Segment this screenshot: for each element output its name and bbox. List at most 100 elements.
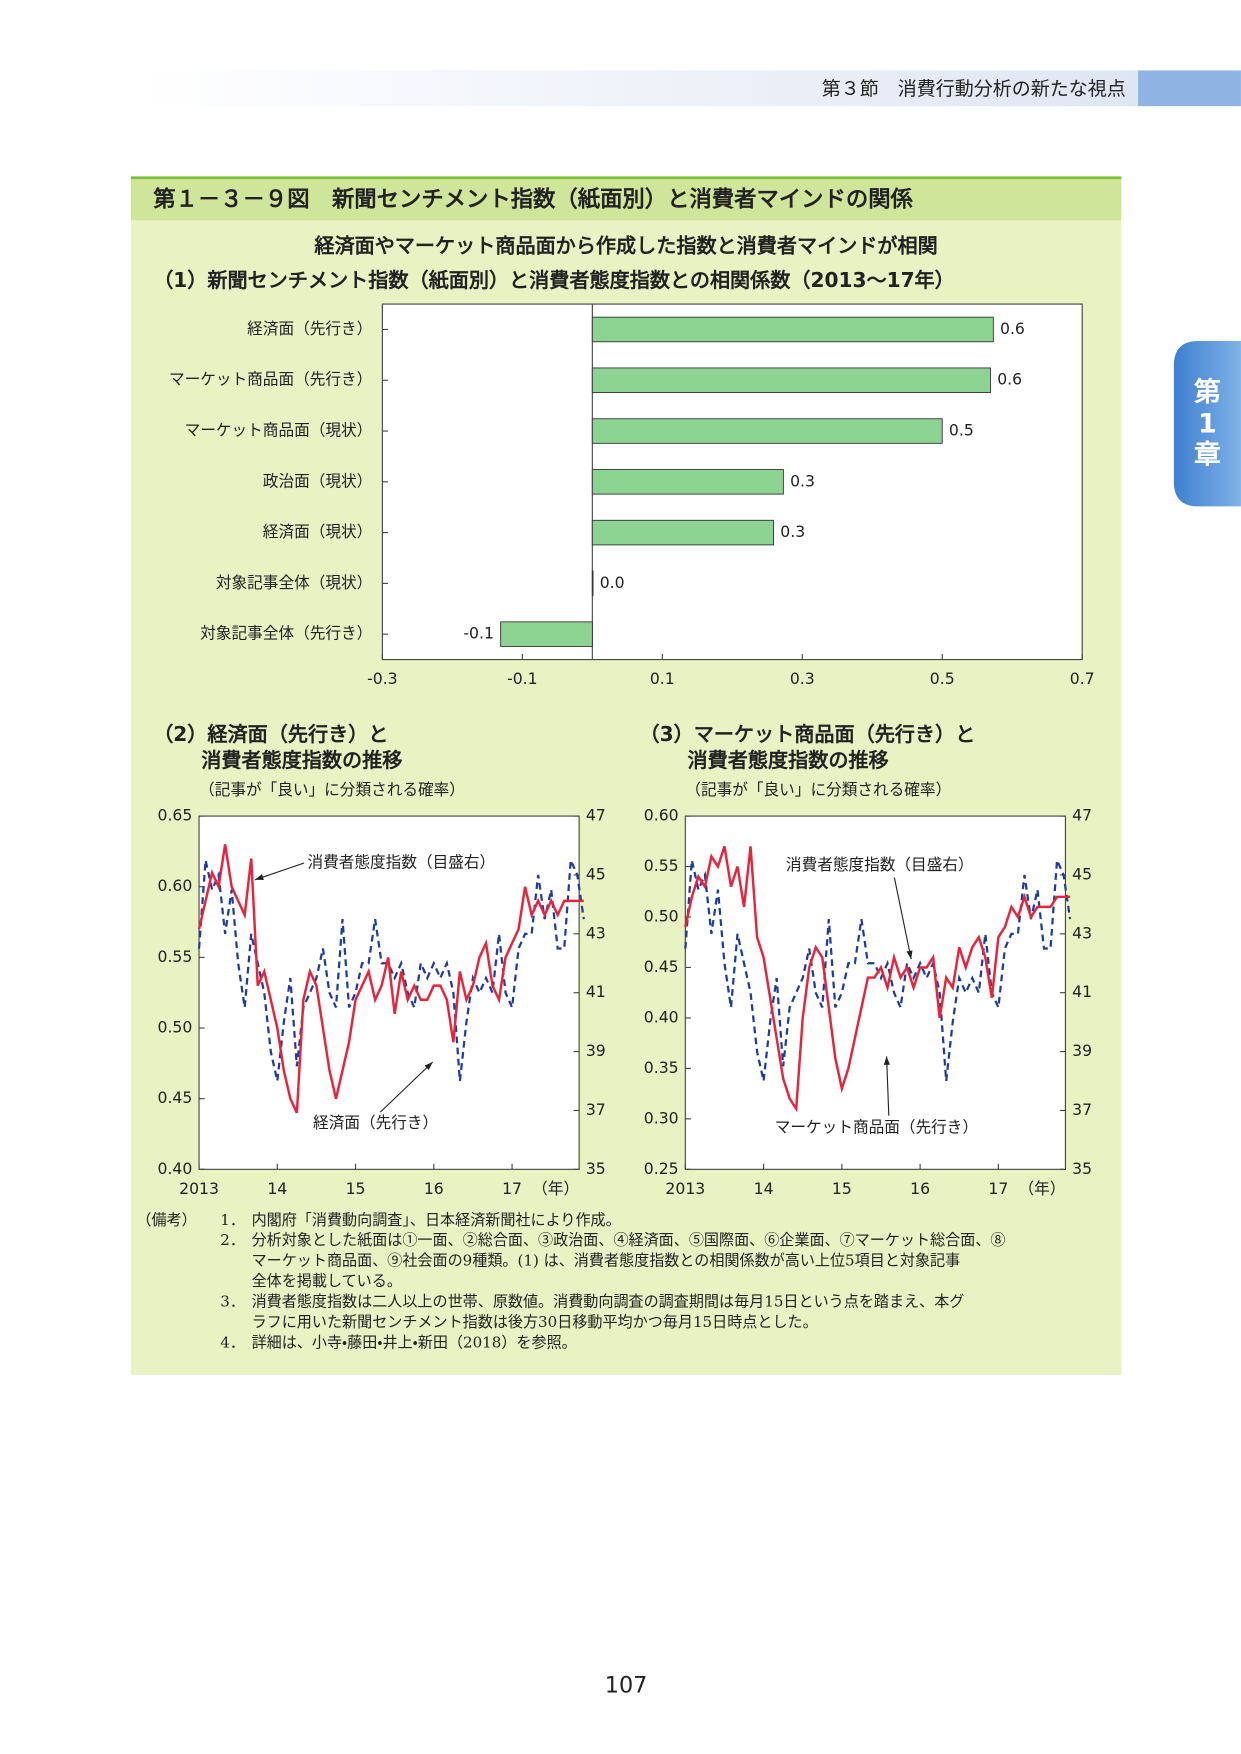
y-tick-label: 0.50 (158, 1018, 193, 1037)
y-tick-label: 0.25 (644, 1159, 679, 1178)
y2-tick-label: 43 (586, 923, 606, 942)
series-line (197, 844, 584, 1114)
note-line: ラフに用いた新聞センチメント指数は後方30日移動平均かつ毎月15日時点とした。 (252, 1313, 818, 1331)
note-number: 3． (220, 1293, 245, 1311)
y2-tick-label: 35 (1072, 1159, 1092, 1178)
data-label: 0.0 (600, 573, 625, 592)
note-number: 2． (220, 1231, 245, 1249)
y-tick-label: 0.60 (158, 876, 193, 895)
y-tick-label: 0.40 (158, 1159, 193, 1178)
y-tick-label: 0.45 (644, 957, 679, 976)
y-tick-label: 0.65 (158, 806, 193, 825)
data-label: 0.5 (949, 421, 974, 440)
x-tick-label: 17 (988, 1179, 1008, 1198)
annotation-arrowhead (424, 1062, 433, 1071)
annotation-arrow (893, 877, 912, 960)
data-label: 0.3 (790, 471, 815, 490)
x-tick-label: 14 (754, 1179, 774, 1198)
note-number: 1． (220, 1211, 245, 1229)
series-label: 消費者態度指数（目盛右） (786, 855, 974, 874)
data-label: 0.6 (1000, 319, 1025, 338)
y2-tick-label: 37 (1072, 1100, 1092, 1119)
data-label: 0.3 (780, 522, 805, 541)
y-tick-label: 対象記事全体（現状） (216, 573, 372, 592)
y-tick-label: 0.40 (644, 1007, 679, 1026)
data-label: 0.6 (997, 370, 1022, 389)
side-tab (1173, 340, 1241, 507)
plot-area (198, 815, 580, 1170)
x-tick-label: 0.7 (1070, 669, 1095, 688)
annotation-arrowhead (906, 950, 913, 960)
y2-tick-label: 47 (1072, 806, 1092, 825)
page-number: 107 (605, 1672, 648, 1698)
side-tab-text: 章 (1194, 440, 1221, 471)
y2-tick-label: 39 (1072, 1041, 1092, 1060)
annotation-arrow (254, 862, 305, 881)
x-tick-label: -0.1 (507, 669, 538, 688)
figure-title-band (130, 178, 1122, 221)
series-label: 経済面（先行き） (313, 1113, 438, 1132)
series-label: 消費者態度指数（目盛右） (307, 853, 495, 872)
figure-subtitle: 経済面やマーケット商品面から作成した指数と消費者マインドが相関 (313, 234, 937, 258)
figure-title: 第１－３－９図 新聞センチメント指数（紙面別）と消費者マインドの関係 (153, 186, 913, 213)
y-tick-label: 0.55 (644, 856, 679, 875)
x-tick-label: 2013 (179, 1179, 219, 1198)
bar (591, 519, 775, 546)
bar (591, 570, 594, 597)
annotation-arrowhead (254, 874, 264, 880)
notes: （備考） 1． 内閣府「消費動向調査」、日本経済新聞社により作成。 2． 分析対象とした… (136, 1211, 1005, 1352)
note-line: 分析対象とした紙面は①一面、②総合面、③政治面、④経済面、⑤国際面、⑥企業面、⑦… (252, 1231, 1006, 1249)
series-label: マーケット商品面（先行き） (775, 1117, 978, 1136)
y-tick-label: 0.50 (644, 907, 679, 926)
bar (591, 316, 994, 343)
x-axis-label: （年） (1018, 1179, 1065, 1198)
y2-tick-label: 41 (1072, 982, 1092, 1001)
header-band (134, 70, 1139, 107)
y-tick-label: 0.30 (644, 1108, 679, 1127)
x-tick-label: 15 (346, 1179, 366, 1198)
annotation-arrowhead (883, 1056, 890, 1065)
x-tick-label: 14 (267, 1179, 287, 1198)
note-number: 4． (220, 1334, 245, 1352)
x-tick-label: 16 (424, 1179, 444, 1198)
chart-title: 消費者態度指数の推移 (201, 748, 402, 772)
y-tick-label: マーケット商品面（現状） (185, 421, 373, 440)
y-tick-label: マーケット商品面（先行き） (169, 370, 372, 389)
chart-title: 消費者態度指数の推移 (688, 748, 889, 772)
y2-tick-label: 39 (586, 1041, 606, 1060)
bar (591, 367, 991, 393)
y2-tick-label: 47 (586, 806, 606, 825)
annotation-arrow (886, 1056, 890, 1116)
bar (500, 621, 593, 647)
y-tick-label: 0.55 (158, 947, 193, 966)
note-line: マーケット商品面、⑨社会面の9種類。(1) は、消費者態度指数との相関係数が高い… (252, 1252, 961, 1270)
chart-title: （2）経済面（先行き）と (153, 722, 388, 746)
annotation-arrow (379, 1061, 434, 1113)
note-line: 内閣府「消費動向調査」、日本経済新聞社により作成。 (252, 1211, 621, 1229)
y2-tick-label: 45 (1072, 864, 1092, 883)
y2-tick-label: 43 (1072, 923, 1092, 942)
x-tick-label: 15 (832, 1179, 852, 1198)
notes-label: （備考） (136, 1211, 196, 1229)
y-tick-label: 経済面（先行き） (247, 319, 372, 338)
bar (591, 469, 784, 495)
x-axis-label: （年） (532, 1179, 579, 1198)
y2-tick-label: 45 (586, 864, 606, 883)
y-tick-label: 0.60 (644, 806, 679, 825)
x-tick-label: 2013 (665, 1179, 705, 1198)
series-line (684, 845, 1071, 1113)
note-line: 全体を掲載している。 (252, 1272, 402, 1290)
series-line (197, 859, 585, 1082)
x-tick-label: 0.1 (650, 669, 675, 688)
y-tick-label: 0.35 (644, 1058, 679, 1077)
bar (591, 418, 943, 444)
y-tick-label: 経済面（現状） (263, 522, 373, 541)
data-label: -0.1 (463, 624, 494, 643)
y-tick-label: 0.45 (158, 1088, 193, 1107)
x-tick-label: 16 (910, 1179, 930, 1198)
header-text: 第３節 消費行動分析の新たな視点 (822, 78, 1126, 100)
y-axis-label: （記事が「良い」に分類される確率） (685, 780, 951, 799)
y2-tick-label: 37 (586, 1100, 606, 1119)
